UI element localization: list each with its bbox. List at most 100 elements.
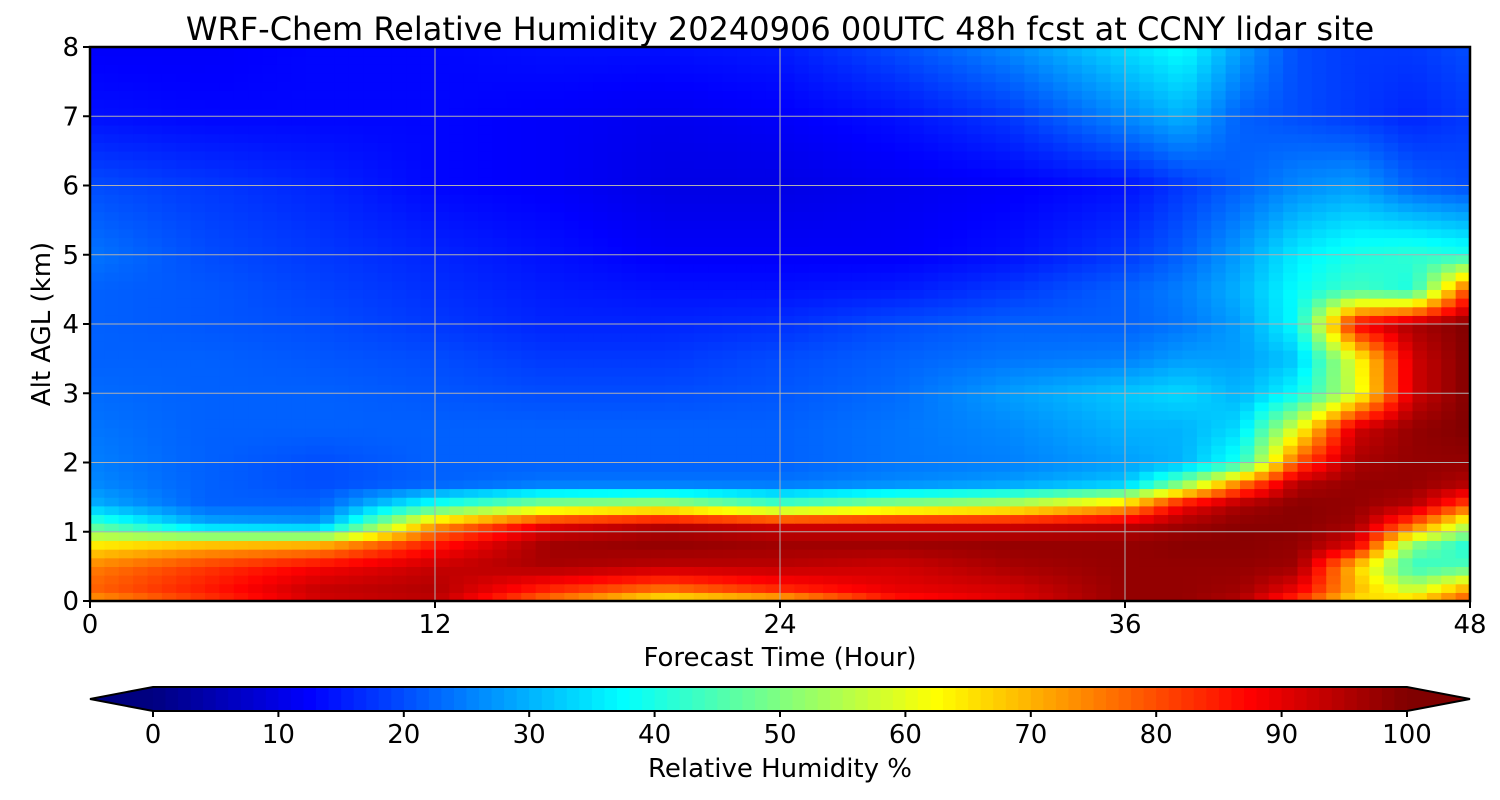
heatmap-cell [1283, 263, 1299, 273]
heatmap-cell [693, 254, 709, 265]
heatmap-cell [1326, 514, 1342, 524]
heatmap-cell [1038, 393, 1054, 403]
heatmap-cell [780, 401, 795, 412]
heatmap-cell [233, 358, 249, 368]
heatmap-cell [621, 194, 637, 204]
heatmap-cell [219, 401, 235, 412]
heatmap-cell [780, 462, 795, 472]
heatmap-cell [521, 349, 537, 360]
heatmap-cell [262, 194, 278, 204]
heatmap-cell [866, 228, 882, 239]
heatmap-cell [521, 401, 537, 412]
heatmap-cell [535, 393, 551, 403]
heatmap-cell [1441, 168, 1457, 178]
heatmap-cell [923, 220, 939, 230]
heatmap-cell [219, 367, 235, 377]
heatmap-cell [1268, 557, 1284, 567]
heatmap-cell [995, 410, 1011, 420]
heatmap-cell [1383, 445, 1399, 455]
heatmap-cell [952, 401, 968, 412]
heatmap-cell [1426, 194, 1442, 204]
heatmap-cell [363, 523, 379, 533]
heatmap-cell [291, 211, 307, 221]
heatmap-cell [938, 375, 954, 386]
heatmap-cell [248, 410, 264, 420]
heatmap-cell [823, 453, 839, 464]
heatmap-cell [118, 263, 134, 273]
heatmap-cell [1110, 436, 1126, 446]
heatmap-cell [1254, 505, 1270, 516]
heatmap-cell [233, 298, 249, 308]
heatmap-cell [176, 575, 192, 585]
heatmap-cell [1254, 479, 1270, 490]
heatmap-cell [233, 280, 249, 290]
heatmap-cell [1455, 471, 1471, 481]
heatmap-cell [578, 306, 594, 316]
heatmap-cell [851, 436, 867, 446]
heatmap-cell [1340, 150, 1356, 161]
heatmap-cell [190, 549, 206, 559]
heatmap-cell [1283, 298, 1299, 308]
heatmap-cell [564, 445, 580, 455]
heatmap-cell [463, 246, 479, 256]
heatmap-cell [348, 471, 364, 481]
heatmap-cell [621, 367, 637, 377]
heatmap-cell [1081, 531, 1097, 542]
heatmap-cell [1398, 505, 1414, 516]
heatmap-cell [1283, 228, 1299, 239]
heatmap-cell [118, 272, 134, 282]
heatmap-cell [765, 211, 781, 221]
heatmap-cell [866, 410, 882, 420]
heatmap-cell [492, 246, 508, 256]
heatmap-cell [593, 289, 609, 299]
heatmap-cell [320, 471, 335, 481]
heatmap-cell [650, 228, 666, 239]
heatmap-cell [1254, 540, 1270, 550]
heatmap-cell [736, 220, 752, 230]
heatmap-cell [506, 263, 522, 273]
heatmap-cell [1254, 523, 1270, 533]
heatmap-cell [104, 384, 120, 394]
heatmap-cell [1254, 211, 1270, 221]
heatmap-cell [1168, 566, 1184, 576]
heatmap-cell [866, 332, 882, 342]
heatmap-cell [248, 592, 264, 602]
heatmap-cell [1211, 202, 1227, 213]
heatmap-cell [118, 427, 134, 438]
heatmap-cell [909, 575, 925, 585]
heatmap-cell [665, 427, 680, 438]
heatmap-cell [133, 150, 149, 161]
heatmap-cell [1412, 306, 1428, 316]
heatmap-cell [377, 150, 393, 161]
heatmap-cell [1096, 479, 1112, 490]
heatmap-cell [1268, 471, 1284, 481]
heatmap-cell [262, 211, 278, 221]
heatmap-cell [851, 445, 867, 455]
heatmap-cell [248, 324, 264, 334]
heatmap-cell [492, 202, 508, 213]
heatmap-cell [550, 150, 565, 161]
heatmap-cell [636, 419, 652, 429]
heatmap-cell [1010, 220, 1025, 230]
heatmap-cell [1225, 272, 1241, 282]
heatmap-cell [607, 185, 623, 195]
heatmap-cell [1053, 315, 1069, 325]
heatmap-cell [880, 497, 896, 507]
heatmap-cell [952, 341, 968, 351]
heatmap-cell [435, 427, 450, 438]
heatmap-cell [219, 246, 235, 256]
heatmap-cell [693, 514, 709, 524]
heatmap-cell [320, 419, 335, 429]
heatmap-cell [1096, 436, 1112, 446]
heatmap-cell [550, 298, 565, 308]
heatmap-cell [895, 280, 910, 290]
heatmap-cell [1010, 497, 1025, 507]
heatmap-cell [895, 367, 910, 377]
heatmap-cell [1311, 453, 1327, 464]
heatmap-cell [506, 358, 522, 368]
heatmap-cell [1125, 298, 1140, 308]
heatmap-cell [118, 471, 134, 481]
heatmap-cell [1067, 324, 1083, 334]
heatmap-cell [895, 272, 910, 282]
heatmap-cell [478, 393, 494, 403]
